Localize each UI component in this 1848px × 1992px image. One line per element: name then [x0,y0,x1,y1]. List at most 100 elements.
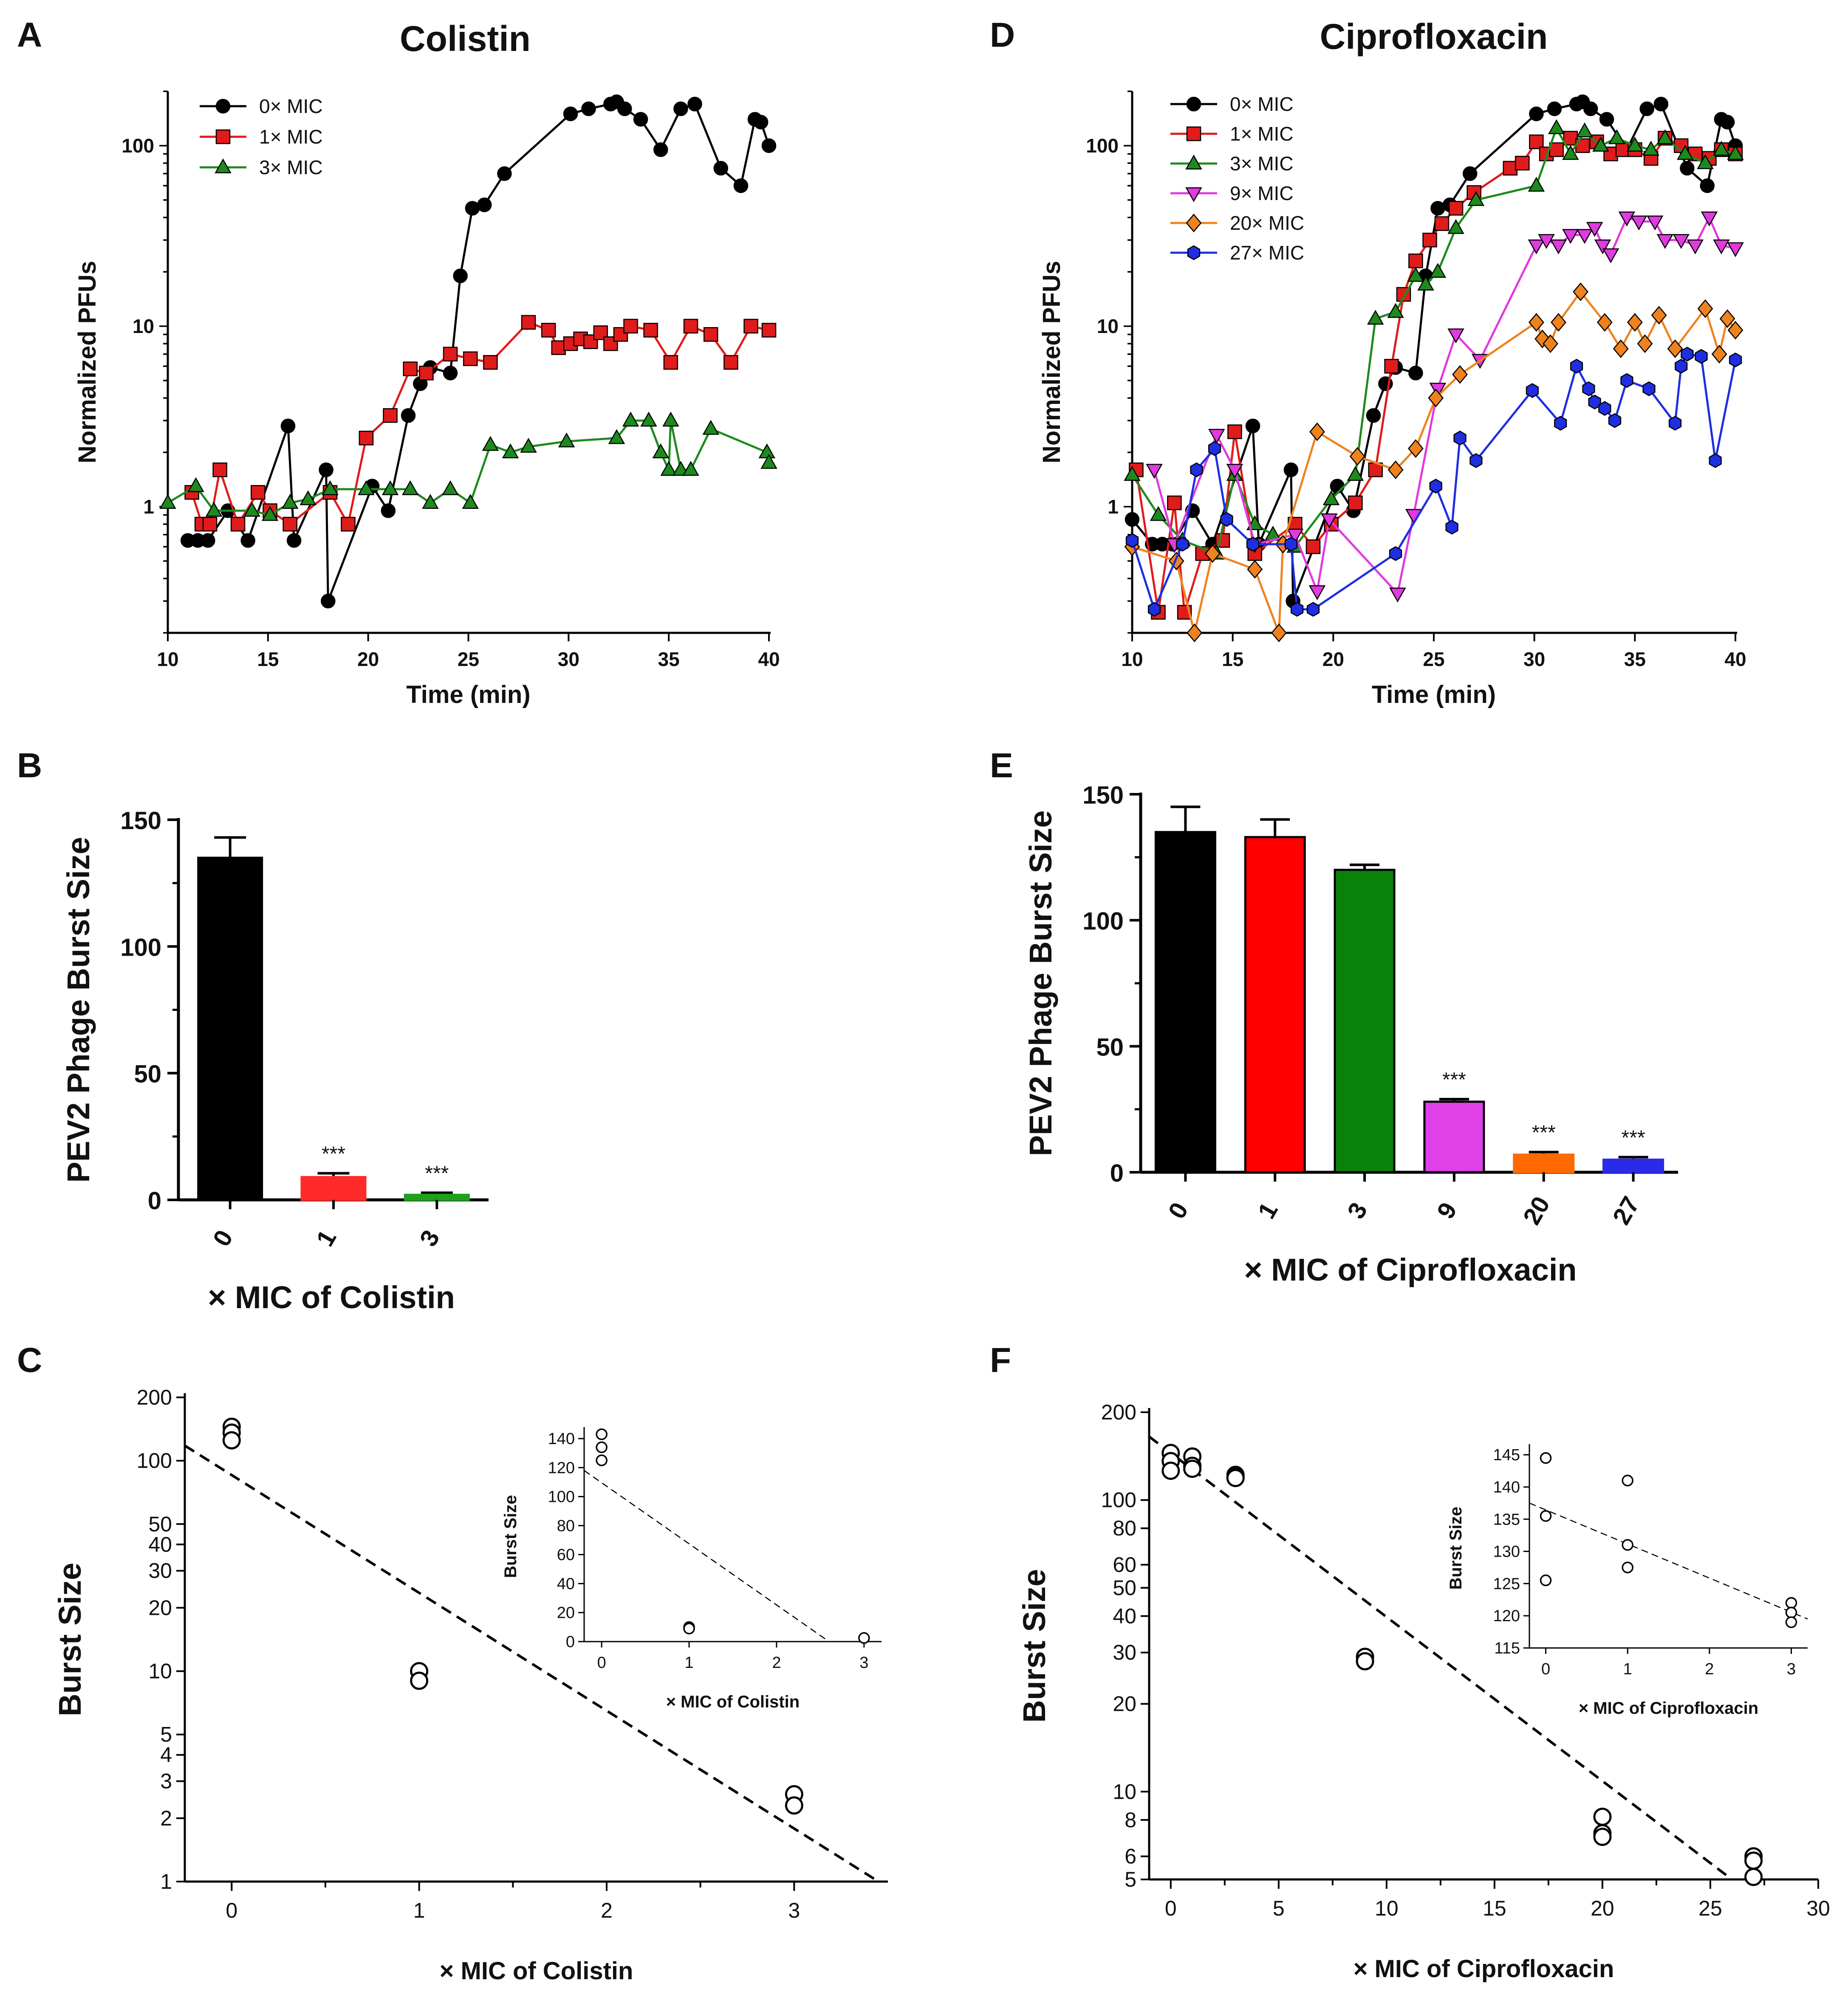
y-tick-label: 2 [160,1806,172,1830]
data-point [261,506,279,521]
x-tick-label: 15 [1483,1896,1506,1920]
data-point [422,494,439,509]
y-tick-label: 50 [1096,1033,1124,1061]
data-point [1168,551,1184,570]
x-tick-label: 27 [1607,1192,1645,1229]
data-point [383,408,398,423]
data-point [1526,383,1539,398]
data-point [1656,234,1674,249]
inset-fit-line [584,1470,830,1642]
data-point [687,96,702,112]
x-tick-label: 35 [658,648,680,670]
data-point [1528,177,1545,192]
data-point [1453,430,1467,446]
data-point [1593,1807,1612,1826]
series-27-mic: 27× MIC [1125,242,1742,617]
legend-label: 20× MIC [1230,212,1304,234]
x-tick-label: 25 [1698,1896,1722,1920]
legend-label: 3× MIC [1230,152,1294,175]
inset-data-point [1785,1597,1797,1609]
significance-label: *** [1442,1069,1466,1091]
data-point [640,412,657,427]
y-axis-title: Normalized PFUs [1038,261,1065,463]
data-point [419,366,434,381]
chart-d: Ciprofloxacin 10 15 20 25 30 35 40 1 10 100 Time (m… [1038,17,1746,708]
data-point [723,355,738,370]
data-point [222,1431,241,1450]
inset-data-point [1540,1510,1552,1522]
data-point [713,161,729,176]
data-point [283,516,297,532]
inset-y-tick-label: 130 [1493,1543,1520,1561]
inset-data-point [1785,1616,1797,1628]
data-point [1417,276,1434,291]
data-point [1286,528,1304,544]
legend-marker [215,158,232,174]
inset-x-tick-label: 0 [1541,1660,1550,1678]
data-point [1429,263,1447,278]
y-tick-label: 150 [120,807,161,835]
data-point [381,503,396,518]
inset-data-point [596,1428,608,1440]
data-point [1220,512,1233,527]
y-tick-label: 5 [1125,1868,1136,1891]
data-point [643,323,658,338]
panel-letter-c: C [17,1341,42,1380]
y-tick-label: 10 [133,315,154,337]
data-point [1701,212,1718,227]
x-axis-title: × MIC of Colistin [208,1280,455,1315]
data-point [401,408,416,423]
data-point [482,436,499,451]
x-tick-label: 3 [1342,1198,1373,1223]
inset-y-tick-label: 120 [548,1459,575,1477]
inset-y-tick-label: 140 [1493,1478,1520,1496]
legend-marker [1185,155,1202,170]
data-point [410,1671,429,1690]
fit-line [1148,1435,1733,1881]
data-point [1146,464,1163,479]
data-point [660,461,677,476]
y-tick-label: 10 [1097,315,1119,337]
legend-marker [215,99,231,114]
data-point [1727,321,1743,340]
data-point [1167,495,1182,511]
data-point [1651,306,1667,325]
data-point [1744,1868,1763,1886]
legend-label: 0× MIC [1230,93,1294,115]
inset-data-point [596,1454,608,1467]
data-point [1713,141,1730,156]
y-tick-label: 50 [1113,1576,1136,1600]
inset-y-tick-label: 125 [1493,1575,1520,1593]
y-tick-label: 50 [134,1061,161,1088]
data-point [1543,334,1558,353]
data-point [1582,381,1595,396]
data-point [1554,415,1567,431]
data-point [1226,464,1243,479]
data-point [1429,383,1447,398]
data-point [1626,136,1644,152]
series-line [191,321,769,528]
data-point [465,201,480,216]
x-tick-label: 0 [1165,1896,1177,1920]
data-point [1389,587,1406,603]
inset-y-tick-label: 145 [1493,1446,1520,1464]
data-point [1720,115,1735,130]
chart-e: 0 50 100 150 0 1 3 *** 9 *** 20 *** 27 × MIC of Cipro… [1023,782,1678,1287]
data-point [663,355,678,370]
data-point [1356,1652,1374,1670]
data-point [1183,1459,1202,1478]
data-point [1711,344,1727,364]
data-point [443,366,458,381]
significance-label: *** [322,1143,345,1165]
data-point [1283,462,1299,477]
data-point [743,319,758,334]
data-point [581,101,596,116]
data-point [1322,490,1340,505]
data-point [1727,242,1744,257]
data-point [212,462,227,477]
data-point [1387,303,1404,318]
legend-marker [1186,214,1202,232]
x-axis-title: Time (min) [1372,681,1496,708]
data-point [1602,248,1619,263]
data-point [1709,453,1722,468]
